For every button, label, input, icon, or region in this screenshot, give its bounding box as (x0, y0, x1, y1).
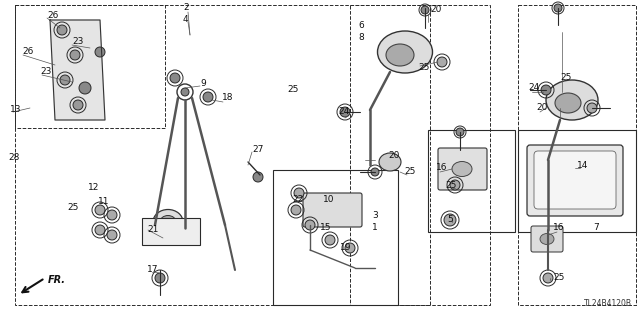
Circle shape (456, 128, 464, 136)
Circle shape (421, 6, 429, 14)
FancyBboxPatch shape (534, 151, 616, 209)
Ellipse shape (386, 44, 414, 66)
Ellipse shape (379, 153, 401, 171)
Circle shape (95, 205, 105, 215)
Text: 5: 5 (447, 216, 452, 225)
Text: 20: 20 (430, 5, 442, 14)
Text: 25: 25 (560, 73, 572, 83)
Text: 13: 13 (10, 106, 22, 115)
Circle shape (554, 4, 562, 12)
Text: 15: 15 (320, 224, 332, 233)
Text: 25: 25 (287, 85, 298, 94)
Circle shape (294, 188, 304, 198)
Text: 20: 20 (388, 151, 399, 160)
FancyBboxPatch shape (303, 193, 362, 227)
Text: 14: 14 (577, 160, 588, 169)
Text: 25: 25 (418, 63, 429, 72)
Text: TL24B4120B: TL24B4120B (584, 299, 632, 308)
Text: 19: 19 (340, 243, 351, 253)
Bar (518, 130, 636, 232)
Ellipse shape (540, 234, 554, 244)
Text: 23: 23 (72, 38, 83, 47)
Bar (15, 5, 165, 128)
Text: 18: 18 (222, 93, 234, 102)
Bar (273, 170, 398, 305)
Text: 25: 25 (404, 167, 415, 176)
Text: 28: 28 (8, 153, 19, 162)
Circle shape (450, 180, 460, 190)
Circle shape (60, 75, 70, 85)
Text: 16: 16 (436, 164, 447, 173)
Text: 3: 3 (372, 211, 378, 219)
Circle shape (325, 235, 335, 245)
Circle shape (95, 225, 105, 235)
Ellipse shape (160, 216, 176, 228)
Circle shape (541, 85, 551, 95)
Circle shape (203, 92, 213, 102)
FancyBboxPatch shape (527, 145, 623, 216)
Text: 25: 25 (445, 181, 456, 189)
Text: 21: 21 (147, 226, 158, 234)
Text: 6: 6 (358, 20, 364, 29)
FancyBboxPatch shape (438, 148, 487, 190)
Text: 11: 11 (98, 197, 109, 206)
Text: 25: 25 (553, 273, 564, 283)
Circle shape (340, 107, 350, 117)
Ellipse shape (452, 161, 472, 176)
Bar (518, 5, 636, 305)
Polygon shape (50, 20, 105, 120)
Text: 17: 17 (147, 265, 159, 275)
Circle shape (371, 168, 379, 176)
Text: 10: 10 (323, 196, 335, 204)
Text: 27: 27 (252, 145, 264, 154)
Text: FR.: FR. (48, 275, 66, 285)
Circle shape (345, 243, 355, 253)
Text: 2: 2 (183, 4, 189, 12)
Bar (15, 5, 430, 305)
Circle shape (437, 57, 447, 67)
Bar (428, 130, 515, 232)
Text: 23: 23 (40, 68, 51, 77)
Circle shape (95, 47, 105, 57)
Circle shape (587, 103, 597, 113)
Text: 24: 24 (528, 83, 540, 92)
Text: 22: 22 (292, 196, 303, 204)
FancyBboxPatch shape (531, 226, 563, 252)
Text: 9: 9 (200, 79, 205, 88)
Circle shape (444, 214, 456, 226)
Text: 26: 26 (47, 11, 58, 20)
Text: 12: 12 (88, 182, 99, 191)
Text: 16: 16 (553, 224, 564, 233)
Text: 25: 25 (67, 203, 78, 211)
Text: 24: 24 (338, 108, 349, 116)
Circle shape (543, 273, 553, 283)
Circle shape (181, 88, 189, 96)
Text: 1: 1 (372, 224, 378, 233)
Circle shape (305, 220, 315, 230)
Ellipse shape (546, 80, 598, 120)
Bar (142, 218, 200, 245)
Circle shape (155, 273, 165, 283)
Text: 4: 4 (183, 16, 189, 25)
Ellipse shape (555, 93, 581, 113)
Circle shape (107, 210, 117, 220)
Circle shape (70, 50, 80, 60)
Bar (350, 5, 490, 305)
Text: 26: 26 (22, 48, 33, 56)
Circle shape (253, 172, 263, 182)
Circle shape (107, 230, 117, 240)
Ellipse shape (153, 210, 183, 234)
Circle shape (291, 205, 301, 215)
Text: 8: 8 (358, 33, 364, 42)
Circle shape (79, 82, 91, 94)
Circle shape (73, 100, 83, 110)
Circle shape (57, 25, 67, 35)
Circle shape (170, 73, 180, 83)
Text: 7: 7 (593, 224, 599, 233)
Text: 20: 20 (536, 102, 547, 112)
Ellipse shape (378, 31, 433, 73)
